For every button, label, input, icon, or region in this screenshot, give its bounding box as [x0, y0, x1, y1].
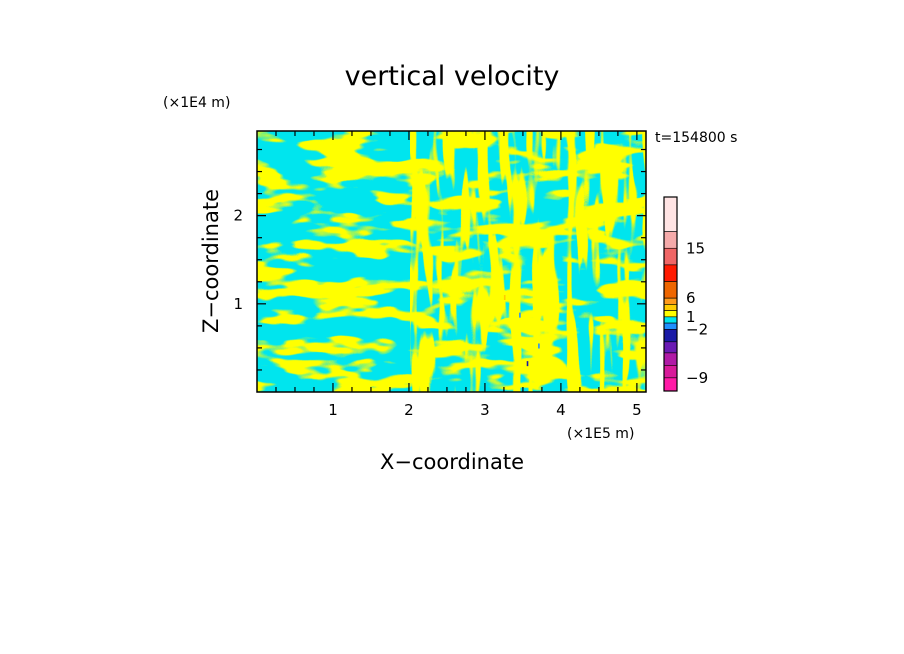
- minor-feature-0: [519, 312, 521, 318]
- colorbar-level: [663, 365, 678, 379]
- minor-feature-1: [526, 361, 529, 367]
- colorbar-level: [663, 377, 678, 392]
- x-tick-label: 2: [404, 401, 414, 419]
- field-positive-stripes: [410, 131, 646, 392]
- y-axis-unit: (×1E4 m): [163, 95, 230, 111]
- colorbar-level: [663, 297, 678, 305]
- colorbar-tick-label: −9: [686, 369, 708, 387]
- colorbar-tick-label: 1: [686, 308, 696, 326]
- field-minor-features: [503, 295, 540, 367]
- x-axis-unit: (×1E5 m): [567, 426, 634, 442]
- colorbar: 15 61−2 −9: [663, 196, 708, 392]
- y-axis-ticks: 12: [233, 148, 646, 371]
- colorbar-level: [663, 231, 678, 249]
- x-tick-label: 4: [556, 401, 566, 419]
- x-tick-label: 1: [328, 401, 338, 419]
- x-axis-ticks: 1 2 3 4 5: [275, 131, 642, 419]
- colorbar-tick-label: 6: [686, 289, 696, 307]
- chart-title: vertical velocity: [345, 61, 560, 92]
- colorbar-level: [663, 281, 678, 299]
- colorbar-level: [663, 247, 678, 266]
- minor-feature-3: [538, 343, 540, 349]
- x-tick-label: 5: [632, 401, 642, 419]
- y-tick-label: 1: [233, 295, 243, 313]
- minor-feature-2: [503, 295, 506, 301]
- time-label: t=154800 s: [655, 130, 737, 146]
- x-tick-label: 3: [480, 401, 490, 419]
- colorbar-level: [663, 304, 678, 311]
- colorbar-level: [663, 310, 678, 318]
- colorbar-tick-label: 15: [686, 239, 705, 257]
- y-axis-label: Z−coordinate: [199, 189, 223, 333]
- colorbar-frame: [663, 196, 678, 392]
- x-axis-label: X−coordinate: [380, 450, 524, 474]
- colorbar-level: [663, 316, 678, 324]
- colorbar-level: [663, 196, 678, 232]
- y-tick-label: 2: [233, 207, 243, 225]
- colorbar-level: [663, 341, 678, 354]
- colorbar-tick-label: −2: [686, 320, 708, 338]
- colorbar-level: [663, 322, 678, 330]
- colorbar-level: [663, 329, 678, 343]
- heatmap-field: [257, 131, 646, 392]
- colorbar-level: [663, 264, 678, 282]
- colorbar-level: [663, 352, 678, 366]
- plot-frame: [256, 130, 647, 393]
